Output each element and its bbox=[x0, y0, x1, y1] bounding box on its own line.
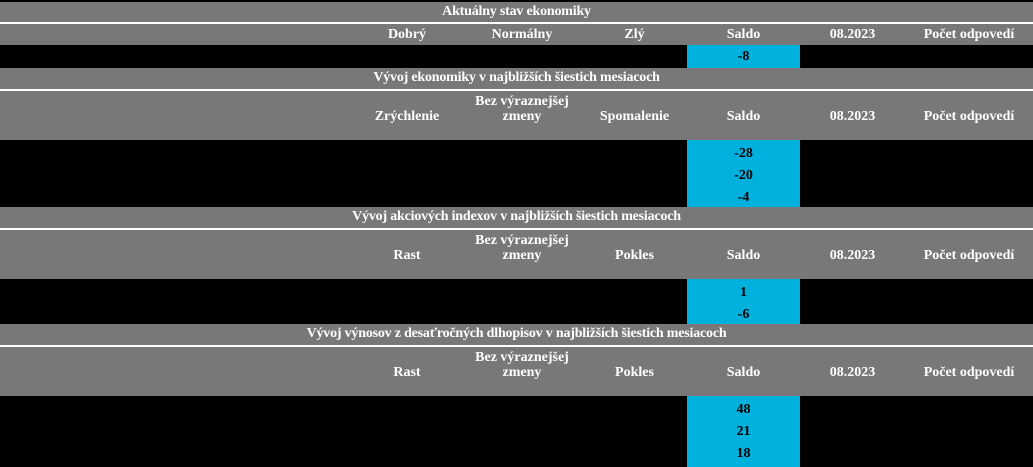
section-3-col-bez-vyraznejsej-zmeny: Bez výraznejšej zmeny bbox=[475, 233, 569, 263]
section-2-saldo-block bbox=[687, 140, 800, 207]
section-2-saldo-value-2: -4 bbox=[737, 190, 750, 205]
section-3-data-band bbox=[0, 279, 1033, 324]
section-4-col-pokles: Pokles bbox=[615, 365, 654, 380]
section-4-title-band bbox=[0, 324, 1033, 345]
section-4-title: Vývoj výnosov z desaťročných dlhopisov v… bbox=[306, 326, 727, 341]
section-3-col-responses: Počet odpovedí bbox=[923, 248, 1015, 263]
section-1-title-separator bbox=[0, 22, 1033, 24]
section-3-title-band bbox=[0, 207, 1033, 228]
section-1-col-date: 08.2023 bbox=[829, 27, 876, 42]
section-2-title: Vývoj ekonomiky v najbližších šiestich m… bbox=[373, 70, 660, 85]
section-4-saldo-value-2: 18 bbox=[736, 446, 751, 461]
section-4-saldo-block bbox=[687, 396, 800, 467]
section-1-title-band bbox=[0, 2, 1033, 22]
section-4-col-date: 08.2023 bbox=[829, 365, 876, 380]
section-1-col-normalny: Normálny bbox=[491, 27, 553, 42]
section-2-saldo-value-1: -20 bbox=[734, 168, 753, 183]
section-4-col-responses: Počet odpovedí bbox=[923, 365, 1015, 380]
section-2-col-zrychlenie: Zrýchlenie bbox=[374, 109, 440, 124]
section-4-header-band bbox=[0, 347, 1033, 396]
section-1-title: Aktuálny stav ekonomiky bbox=[442, 4, 591, 19]
section-2-col-responses: Počet odpovedí bbox=[923, 109, 1015, 124]
section-3-header-band bbox=[0, 230, 1033, 279]
section-2-title-band bbox=[0, 68, 1033, 89]
section-2-saldo-value-0: -28 bbox=[734, 146, 753, 161]
section-2-col-date: 08.2023 bbox=[829, 109, 876, 124]
section-2-header-band bbox=[0, 91, 1033, 140]
section-4-data-band bbox=[0, 396, 1033, 467]
section-3-title-separator bbox=[0, 228, 1033, 230]
section-4-col-rast: Rast bbox=[393, 365, 421, 380]
section-2-data-band bbox=[0, 140, 1033, 207]
section-2-col-saldo: Saldo bbox=[726, 109, 761, 124]
section-3-saldo-block bbox=[687, 279, 800, 324]
section-1-data-band bbox=[0, 45, 1033, 68]
section-1-saldo-value-0: -8 bbox=[737, 49, 750, 64]
section-2-col-bez-vyraznejsej-zmeny: Bez výraznejšej zmeny bbox=[475, 94, 569, 124]
section-4-saldo-value-0: 48 bbox=[736, 402, 751, 417]
section-3-col-rast: Rast bbox=[393, 248, 421, 263]
section-1-col-saldo: Saldo bbox=[726, 27, 761, 42]
section-4-col-saldo: Saldo bbox=[726, 365, 761, 380]
section-3-saldo-value-0: 1 bbox=[740, 285, 747, 300]
section-4-title-separator bbox=[0, 345, 1033, 347]
section-3-col-date: 08.2023 bbox=[829, 248, 876, 263]
section-2-title-separator bbox=[0, 89, 1033, 91]
section-1-col-dobry: Dobrý bbox=[387, 27, 427, 42]
section-1-saldo-block bbox=[687, 45, 800, 68]
section-1-col-responses: Počet odpovedí bbox=[923, 27, 1015, 42]
section-4-col-bez-vyraznejsej-zmeny: Bez výraznejšej zmeny bbox=[475, 350, 569, 380]
section-1-col-zly: Zlý bbox=[624, 27, 645, 42]
section-1-header-band bbox=[0, 24, 1033, 45]
section-3-col-saldo: Saldo bbox=[726, 248, 761, 263]
section-3-col-pokles: Pokles bbox=[615, 248, 654, 263]
section-3-saldo-value-1: -6 bbox=[737, 307, 750, 322]
section-3-title: Vývoj akciových indexov v najbližších ši… bbox=[352, 209, 681, 224]
section-2-col-spomalenie: Spomalenie bbox=[599, 109, 670, 124]
section-4-saldo-value-1: 21 bbox=[736, 424, 751, 439]
